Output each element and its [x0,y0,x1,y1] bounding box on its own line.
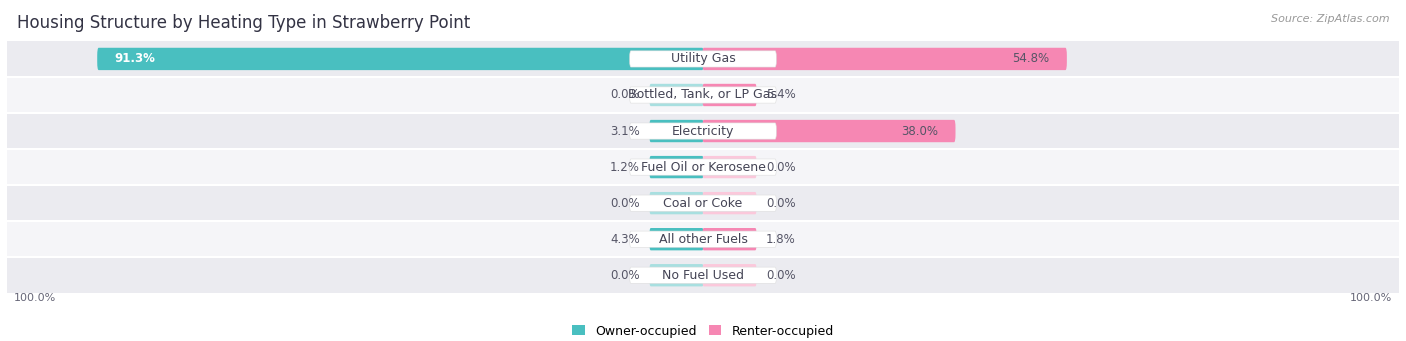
FancyBboxPatch shape [630,231,776,247]
FancyBboxPatch shape [650,228,703,250]
FancyBboxPatch shape [7,257,1399,293]
FancyBboxPatch shape [650,120,703,142]
Text: 0.0%: 0.0% [766,197,796,210]
FancyBboxPatch shape [630,267,776,283]
Text: Electricity: Electricity [672,124,734,137]
FancyBboxPatch shape [630,123,776,139]
FancyBboxPatch shape [650,192,703,214]
Text: All other Fuels: All other Fuels [658,233,748,246]
FancyBboxPatch shape [703,192,756,214]
Text: 100.0%: 100.0% [14,293,56,303]
Text: 0.0%: 0.0% [766,161,796,174]
FancyBboxPatch shape [630,159,776,175]
FancyBboxPatch shape [703,228,756,250]
Text: 0.0%: 0.0% [610,89,640,102]
FancyBboxPatch shape [630,195,776,211]
Text: 91.3%: 91.3% [114,53,155,65]
FancyBboxPatch shape [703,156,756,178]
Text: No Fuel Used: No Fuel Used [662,269,744,282]
Text: 1.2%: 1.2% [610,161,640,174]
Text: Coal or Coke: Coal or Coke [664,197,742,210]
Text: 0.0%: 0.0% [610,269,640,282]
Text: Source: ZipAtlas.com: Source: ZipAtlas.com [1271,14,1389,24]
Text: 1.8%: 1.8% [766,233,796,246]
FancyBboxPatch shape [703,264,756,286]
Text: Bottled, Tank, or LP Gas: Bottled, Tank, or LP Gas [628,89,778,102]
FancyBboxPatch shape [630,51,776,67]
Text: 54.8%: 54.8% [1012,53,1050,65]
FancyBboxPatch shape [7,185,1399,221]
Text: 5.4%: 5.4% [766,89,796,102]
Legend: Owner-occupied, Renter-occupied: Owner-occupied, Renter-occupied [568,320,838,341]
FancyBboxPatch shape [7,149,1399,185]
FancyBboxPatch shape [650,264,703,286]
FancyBboxPatch shape [7,113,1399,149]
Text: 100.0%: 100.0% [1350,293,1392,303]
Text: Housing Structure by Heating Type in Strawberry Point: Housing Structure by Heating Type in Str… [17,14,470,32]
FancyBboxPatch shape [7,41,1399,77]
Text: 0.0%: 0.0% [766,269,796,282]
FancyBboxPatch shape [630,87,776,103]
FancyBboxPatch shape [703,84,756,106]
FancyBboxPatch shape [97,48,703,70]
FancyBboxPatch shape [650,156,703,178]
Text: 38.0%: 38.0% [901,124,938,137]
FancyBboxPatch shape [7,221,1399,257]
FancyBboxPatch shape [7,77,1399,113]
FancyBboxPatch shape [650,84,703,106]
FancyBboxPatch shape [703,120,956,142]
Text: 0.0%: 0.0% [610,197,640,210]
Text: Fuel Oil or Kerosene: Fuel Oil or Kerosene [641,161,765,174]
Text: Utility Gas: Utility Gas [671,53,735,65]
Text: 3.1%: 3.1% [610,124,640,137]
FancyBboxPatch shape [703,48,1067,70]
Text: 4.3%: 4.3% [610,233,640,246]
